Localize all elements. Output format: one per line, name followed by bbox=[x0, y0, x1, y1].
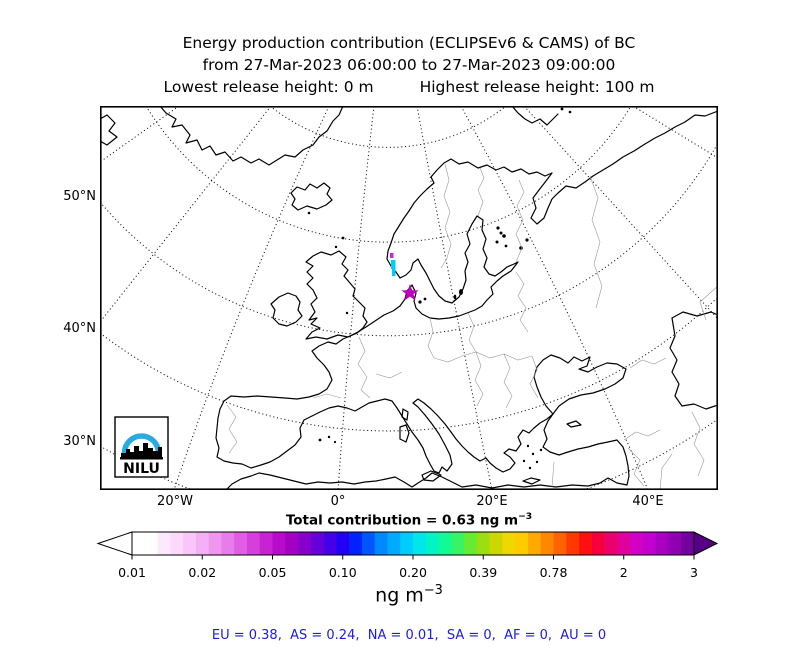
colorbar-segment bbox=[502, 532, 516, 555]
colorbar-right-arrow bbox=[693, 531, 719, 556]
x-axis-label-0: 20°W bbox=[157, 494, 193, 509]
colorbar-segment bbox=[464, 532, 478, 555]
colorbar-segment bbox=[425, 532, 439, 555]
colorbar-unit-label: ng m−3 bbox=[375, 583, 443, 607]
map-frame bbox=[100, 106, 719, 490]
nilu-logo: NILU bbox=[114, 416, 169, 478]
colorbar-segment bbox=[387, 532, 401, 555]
nilu-logo-text: NILU bbox=[123, 461, 160, 477]
figure-title-line3: Lowest release height: 0 m Highest relea… bbox=[10, 77, 800, 98]
y-axis-label-2: 30°N bbox=[63, 434, 96, 449]
colorbar-segment bbox=[246, 532, 261, 555]
colorbar-tick-label-3: 0.10 bbox=[328, 565, 357, 580]
colorbar-segment bbox=[170, 532, 184, 555]
colorbar-segment bbox=[234, 532, 248, 555]
plume-cell-magenta bbox=[390, 253, 394, 258]
coastlines bbox=[99, 105, 719, 491]
colorbar-segment bbox=[349, 532, 363, 555]
colorbar-segment bbox=[144, 532, 158, 555]
colorbar-segment bbox=[553, 532, 567, 555]
map-area: NILU bbox=[99, 105, 719, 526]
colorbar-segment bbox=[400, 532, 414, 555]
colorbar-segment bbox=[655, 532, 669, 555]
colorbar-segment bbox=[272, 532, 286, 555]
colorbar-segment bbox=[323, 532, 337, 555]
colorbar-segment bbox=[157, 532, 171, 555]
colorbar-tick-label-8: 3 bbox=[690, 565, 698, 580]
colorbar-tick-label-0: 0.01 bbox=[118, 565, 146, 580]
colorbar-segment bbox=[604, 532, 618, 555]
colorbar-segment bbox=[208, 532, 222, 555]
colorbar-segment bbox=[630, 532, 644, 555]
y-axis-label-1: 40°N bbox=[63, 321, 96, 336]
colorbar-segment bbox=[259, 532, 273, 555]
colorbar-segment bbox=[681, 532, 695, 555]
highest-release-height-label: Highest release height: 100 m bbox=[419, 78, 655, 96]
colorbar-segment bbox=[527, 532, 542, 555]
colorbar-tick-label-4: 0.20 bbox=[399, 565, 427, 580]
region-contributions-label: EU = 0.38, AS = 0.24, NA = 0.01, SA = 0,… bbox=[211, 628, 607, 643]
release-location-star-icon bbox=[401, 284, 419, 301]
colorbar-segment bbox=[361, 532, 375, 555]
colorbar-segment bbox=[579, 532, 593, 555]
small-islands bbox=[307, 107, 572, 470]
y-axis-label-0: 50°N bbox=[63, 189, 96, 204]
colorbar-segment bbox=[413, 532, 427, 555]
x-axis-label-1: 0° bbox=[330, 494, 346, 509]
colorbar-left-arrow bbox=[96, 531, 133, 556]
colorbar-segment bbox=[132, 532, 146, 555]
europe-map: NILU bbox=[99, 105, 719, 526]
nilu-logo-arc bbox=[121, 433, 162, 454]
colorbar-tick-label-7: 2 bbox=[619, 565, 628, 580]
figure-title-line1: Energy production contribution (ECLIPSEv… bbox=[182, 34, 636, 52]
country-borders bbox=[226, 163, 719, 491]
colorbar-segment bbox=[617, 532, 631, 555]
colorbar-segment bbox=[183, 532, 197, 555]
colorbar-tick-label-6: 0.78 bbox=[539, 565, 568, 580]
colorbar-segment bbox=[438, 532, 452, 555]
colorbar bbox=[96, 531, 719, 560]
colorbar-tick-label-5: 0.39 bbox=[469, 565, 498, 580]
colorbar-segment bbox=[285, 532, 299, 555]
figure-title-line2: from 27-Mar-2023 06:00:00 to 27-Mar-2023… bbox=[202, 56, 616, 74]
lowest-release-height-label: Lowest release height: 0 m bbox=[163, 78, 374, 96]
colorbar-segment bbox=[566, 532, 580, 555]
colorbar-segment bbox=[336, 532, 350, 555]
plume-cell-cyan bbox=[391, 260, 396, 269]
plume-cells bbox=[390, 253, 396, 276]
colorbar-tick-label-1: 0.02 bbox=[188, 565, 217, 580]
plume-cell-cyan2 bbox=[392, 269, 396, 276]
nilu-logo-skyline bbox=[120, 443, 163, 460]
colorbar-segment bbox=[489, 532, 503, 555]
colorbar-segment bbox=[642, 532, 656, 555]
colorbar-segment bbox=[374, 532, 388, 555]
colorbar-segment bbox=[310, 532, 324, 555]
colorbar-segment bbox=[298, 532, 312, 555]
colorbar-segment bbox=[668, 532, 682, 555]
colorbar-segment bbox=[195, 532, 209, 555]
colorbar-segment bbox=[515, 532, 529, 555]
x-axis-label-3: 40°E bbox=[632, 494, 664, 509]
total-contribution-label: Total contribution = 0.63 ng m−3 bbox=[285, 511, 533, 529]
colorbar-segment bbox=[476, 532, 490, 555]
colorbar-segment bbox=[451, 532, 465, 555]
colorbar-segment bbox=[540, 532, 554, 555]
colorbar-tick-label-2: 0.05 bbox=[258, 565, 287, 580]
colorbar-segment bbox=[591, 532, 605, 555]
x-axis-label-2: 20°E bbox=[476, 494, 508, 509]
colorbar-segment bbox=[221, 532, 235, 555]
